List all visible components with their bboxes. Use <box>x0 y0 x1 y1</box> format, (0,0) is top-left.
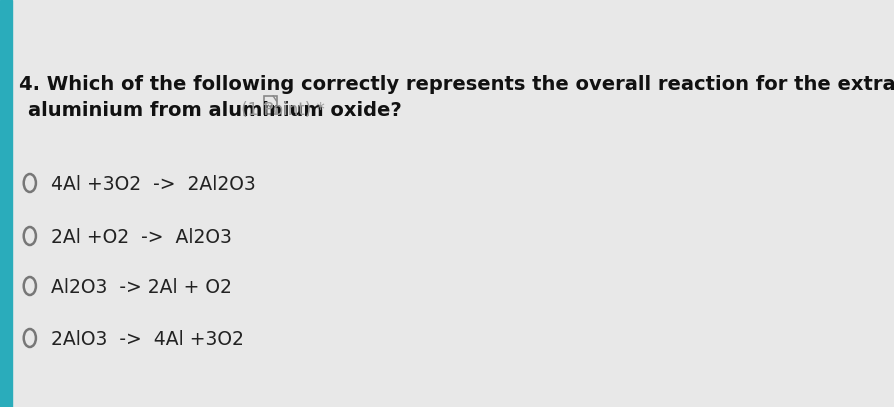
Text: 4Al +3O2  ->  2Al2O3: 4Al +3O2 -> 2Al2O3 <box>51 175 256 194</box>
Text: 2Al +O2  ->  Al2O3: 2Al +O2 -> Al2O3 <box>51 228 232 247</box>
Text: Al2O3  -> 2Al + O2: Al2O3 -> 2Al + O2 <box>51 278 232 297</box>
Text: 4. Which of the following correctly represents the overall reaction for the extr: 4. Which of the following correctly repr… <box>19 75 894 94</box>
Bar <box>0 0 13 407</box>
Text: 2AlO3  ->  4Al +3O2: 2AlO3 -> 4Al +3O2 <box>51 330 243 349</box>
Text: aluminium from aluminium oxide?: aluminium from aluminium oxide? <box>29 101 401 120</box>
Text: (1 Point) *: (1 Point) * <box>236 101 330 119</box>
